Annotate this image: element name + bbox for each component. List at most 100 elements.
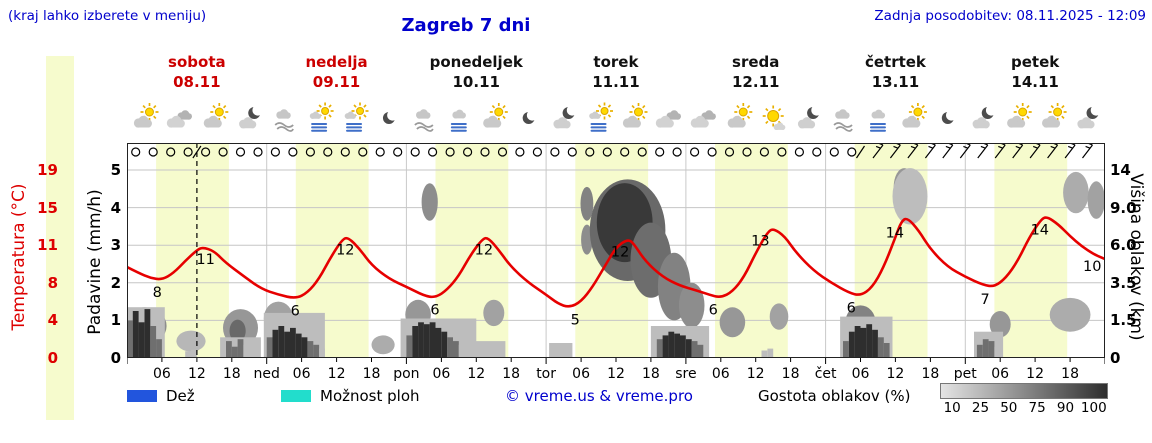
weather-icon-partly [727, 103, 753, 128]
svg-text:14: 14 [1031, 223, 1049, 239]
time-tick-label: 18 [921, 366, 940, 382]
weather-icon-moon [941, 109, 957, 124]
day-date: 10.11 [452, 73, 500, 91]
time-tick-label: 06 [711, 366, 730, 382]
time-tick-label: 12 [467, 366, 486, 382]
rain-legend-label: Dež [166, 387, 195, 405]
location-hint: (kraj lahko izberete v meniju) [8, 8, 207, 24]
axis-tick: 3.5 [1110, 273, 1137, 292]
svg-text:6: 6 [291, 304, 300, 320]
axis-tick: 6.0 [1110, 236, 1137, 255]
day-name: sobota [168, 53, 226, 71]
precipitation-bars [127, 307, 1004, 358]
day-header: nedelja 09.11 [267, 52, 407, 92]
day-name: četrtek [864, 53, 926, 71]
time-tick-label: 06 [432, 366, 451, 382]
density-tick: 75 [1028, 400, 1046, 416]
weather-icon-partly [203, 103, 229, 128]
weather-icon-moon-cloud [553, 104, 578, 129]
day-name: ponedeljek [429, 53, 523, 71]
day-header: torek 11.11 [546, 52, 686, 92]
day-header: četrtek 13.11 [826, 52, 966, 92]
axis-tick: 3 [110, 236, 121, 255]
weather-icon-cloudy [166, 110, 192, 128]
weather-icon-fog-sun [589, 102, 613, 132]
weather-icon-cloudy [690, 110, 716, 128]
cloud-cover-wind-row [131, 143, 1093, 159]
density-tick: 50 [1000, 400, 1018, 416]
svg-text:14: 14 [886, 226, 904, 242]
svg-text:12: 12 [611, 244, 629, 260]
time-tick-label: 18 [781, 366, 800, 382]
time-tick-label: 06 [292, 366, 311, 382]
day-boundary-label: pon [393, 366, 420, 382]
axis-tick: 8 [47, 273, 58, 292]
cloud-density-gradient [940, 383, 1108, 399]
rain-legend-swatch [127, 390, 157, 402]
axis-tick: 1.5 [1110, 311, 1137, 330]
meteogram-plot: 8 11 6 12 6 12 5 12 6 13 6 14 7 14 10 [127, 143, 1105, 364]
day-boundary-label: tor [536, 366, 556, 382]
svg-text:11: 11 [196, 252, 214, 268]
axis-tick: 5 [110, 161, 121, 179]
weather-icon-partly [483, 103, 508, 128]
day-date: 09.11 [312, 73, 361, 91]
cloud-density-ticks: 10 25 50 75 90 100 [938, 400, 1108, 416]
weather-icon-fog-sun [309, 102, 334, 132]
day-date: 13.11 [871, 73, 920, 91]
weather-icon-fog [869, 109, 886, 132]
axis-tick: 19 [37, 161, 58, 179]
weather-icon-moon-cloud [1077, 104, 1102, 129]
axis-tick: 14 [1110, 161, 1131, 179]
weather-icon-sun [762, 105, 786, 130]
day-name: torek [593, 53, 639, 71]
svg-text:12: 12 [336, 242, 354, 258]
weather-icon-wind [274, 109, 294, 132]
weather-icon-moon [522, 109, 538, 124]
weather-icon-partly [1007, 103, 1032, 128]
density-tick: 25 [971, 400, 990, 416]
day-name: nedelja [305, 53, 368, 71]
weather-icon-cloudy [655, 110, 681, 128]
axis-tick: 0 [1110, 349, 1121, 367]
weather-icon-moon-cloud [972, 104, 997, 129]
axis-tick: 0 [110, 349, 121, 367]
axis-tick: 4 [110, 198, 121, 217]
time-tick-label: 12 [886, 366, 905, 382]
showers-legend-label: Možnost ploh [320, 387, 420, 405]
temp-axis-title: Temperatura (°C) [9, 183, 29, 331]
day-header: sobota 08.11 [127, 52, 267, 92]
day-date: 12.11 [732, 73, 780, 91]
svg-text:10: 10 [1083, 259, 1101, 275]
weather-icon-partly [133, 103, 159, 128]
svg-text:7: 7 [980, 292, 989, 308]
day-boundary-label: sre [675, 366, 697, 382]
day-date: 11.11 [592, 73, 640, 91]
axis-tick: 9.0 [1110, 198, 1137, 217]
weather-icon-partly [1042, 103, 1067, 128]
day-date: 14.11 [1011, 73, 1059, 91]
showers-legend-swatch [281, 390, 311, 402]
time-tick-label: 06 [851, 366, 870, 382]
day-boundary-label: pet [953, 366, 977, 382]
time-tick-label: 12 [1026, 366, 1044, 382]
weather-icon-moon-cloud [239, 104, 264, 129]
weather-icon-partly [622, 103, 648, 128]
axis-tick: 1 [110, 311, 121, 330]
day-header: ponedeljek 10.11 [406, 52, 546, 92]
time-tick-label: 06 [572, 366, 590, 382]
time-tick-label: 06 [991, 366, 1010, 382]
temperature-curve [127, 216, 1105, 308]
density-tick: 100 [1080, 400, 1107, 416]
day-date: 08.11 [173, 73, 221, 91]
axis-tick: 15 [37, 198, 58, 217]
axis-tick: 11 [37, 236, 58, 255]
weather-icon-moon-cloud [797, 104, 823, 129]
cloud-layer-blobs [127, 168, 1105, 355]
left-decor-band [46, 56, 74, 420]
copyright-link[interactable]: © vreme.us & vreme.pro [505, 387, 693, 405]
time-tick-label: 12 [746, 366, 765, 382]
weather-icon-moon [382, 109, 398, 124]
axis-tick: 0 [47, 349, 58, 367]
